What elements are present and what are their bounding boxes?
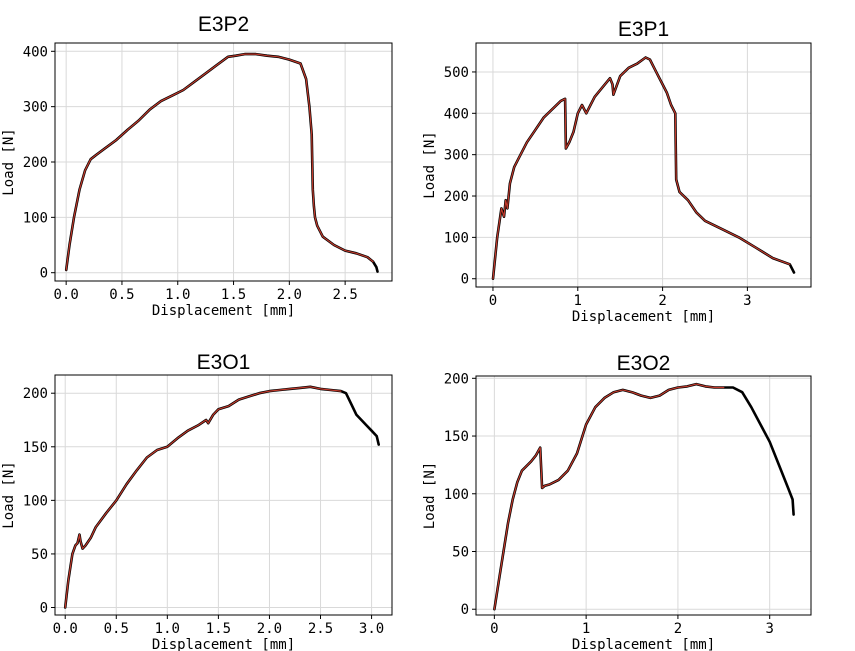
fit-curve-line (493, 383, 725, 610)
plot-frame (54, 374, 393, 616)
x-tick-label: 1.0 (165, 287, 190, 303)
load-curve-line (63, 385, 381, 609)
y-axis-label: Load [N] (422, 462, 438, 529)
y-tick-label: 200 (444, 371, 469, 387)
fit-curve-line (64, 386, 342, 609)
load-curve-line (491, 56, 796, 281)
load-curve-line (493, 382, 795, 611)
x-tick-label: 1 (574, 293, 582, 309)
fit-curve-line (65, 53, 374, 271)
x-tick-label: 1.5 (206, 621, 231, 637)
chart-title: E3P2 (198, 13, 249, 36)
y-tick-label: 0 (461, 272, 469, 288)
fit-curve-line (492, 56, 791, 280)
x-tick-label: 1.5 (221, 287, 246, 303)
plot-frame (475, 42, 812, 288)
x-axis-label: Displacement [mm] (152, 637, 295, 651)
x-tick-label: 2.5 (332, 287, 357, 303)
y-tick-label: 0 (461, 602, 469, 618)
y-tick-label: 50 (31, 547, 48, 563)
x-tick-label: 0.5 (109, 287, 134, 303)
x-tick-label: 2.0 (257, 621, 282, 637)
y-axis-label: Load [N] (422, 131, 438, 198)
y-tick-label: 50 (452, 544, 469, 560)
y-tick-label: 300 (23, 100, 48, 116)
y-tick-label: 100 (23, 493, 48, 509)
y-tick-label: 0 (40, 601, 48, 617)
x-tick-label: 0.0 (53, 621, 78, 637)
x-tick-label: 2 (674, 621, 682, 637)
y-axis-label: Load [N] (1, 461, 17, 528)
chart-panel-e3o2: E3O2 0 1 2 3 0 50 100 150 200 Displacement [mm] Loa… (422, 352, 812, 651)
y-tick-label: 300 (444, 148, 469, 164)
x-tick-label: 3 (765, 621, 773, 637)
chart-panel-e3p2: E3P2 0.0 0.5 1.0 1.5 2.0 2.5 0 100 200 300 400 Displ… (1, 13, 393, 319)
x-tick-label: 1 (582, 621, 590, 637)
x-axis-label: Displacement [mm] (152, 303, 295, 319)
x-axis-label: Displacement [mm] (572, 637, 715, 651)
y-tick-label: 100 (444, 487, 469, 503)
y-tick-label: 200 (23, 386, 48, 402)
y-tick-label: 0 (40, 266, 48, 282)
x-tick-label: 2.5 (308, 621, 333, 637)
x-tick-label: 0 (489, 293, 497, 309)
y-tick-label: 400 (23, 44, 48, 60)
chart-title: E3P1 (618, 18, 669, 41)
y-tick-label: 500 (444, 65, 469, 81)
load-curve-line (64, 52, 379, 273)
x-tick-label: 3 (743, 293, 751, 309)
x-tick-label: 0.5 (104, 621, 129, 637)
x-tick-label: 3.0 (359, 621, 384, 637)
y-axis-label: Load [N] (1, 128, 17, 195)
y-tick-label: 150 (23, 440, 48, 456)
y-tick-label: 150 (444, 429, 469, 445)
plot-frame (475, 375, 812, 616)
x-tick-label: 2 (658, 293, 666, 309)
x-tick-label: 2.0 (277, 287, 302, 303)
y-tick-label: 100 (444, 230, 469, 246)
x-axis-label: Displacement [mm] (572, 309, 715, 325)
chart-title: E3O2 (617, 352, 671, 375)
chart-panel-e3p1: E3P1 0 1 2 3 0 100 200 300 400 500 Displacement [mm… (422, 18, 812, 325)
y-tick-label: 100 (23, 210, 48, 226)
chart-panel-e3o1: E3O1 0.0 0.5 1.0 1.5 2.0 2.5 3.0 0 50 100 150 200 Dis… (1, 351, 393, 651)
x-tick-label: 0.0 (54, 287, 79, 303)
x-tick-label: 1.0 (155, 621, 180, 637)
chart-title: E3O1 (197, 351, 251, 374)
y-tick-label: 200 (23, 155, 48, 171)
y-tick-label: 200 (444, 189, 469, 205)
y-tick-label: 400 (444, 106, 469, 122)
x-tick-label: 0 (490, 621, 498, 637)
